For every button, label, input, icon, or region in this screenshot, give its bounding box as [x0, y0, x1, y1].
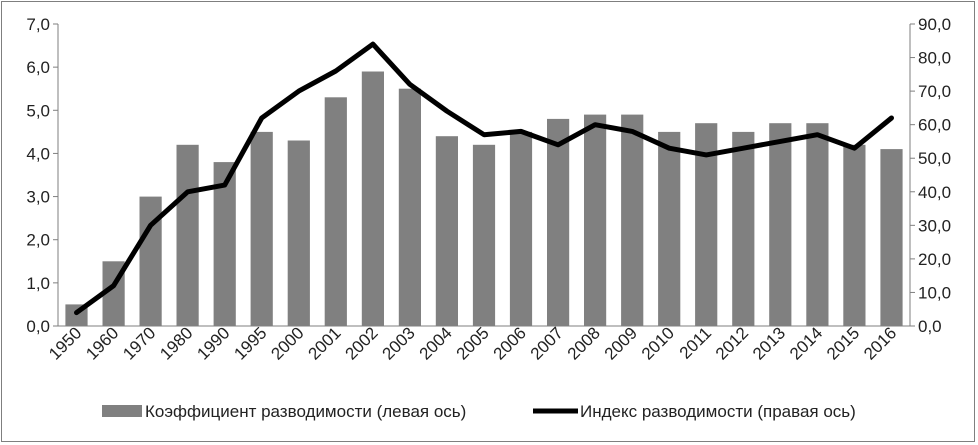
x-tick-label: 2001: [304, 323, 344, 363]
bar: [509, 131, 533, 326]
bar: [843, 144, 866, 326]
right-tick-label: 10,0: [918, 283, 951, 302]
x-tick-label: 2007: [527, 323, 567, 363]
legend: Коэффициент разводимости (левая ось) Инд…: [102, 402, 856, 421]
left-tick-label: 6,0: [26, 58, 50, 77]
bar: [658, 131, 681, 326]
legend-bar-label: Коэффициент разводимости (левая ось): [145, 402, 466, 421]
x-tick-label: 1960: [82, 323, 122, 363]
x-tick-label: 2010: [638, 323, 678, 363]
right-tick-label: 20,0: [918, 250, 951, 269]
left-tick-label: 3,0: [26, 188, 50, 207]
bars-layer: [65, 71, 903, 327]
x-axis-ticks: 1950196019701980199019952000200120022003…: [45, 323, 900, 363]
x-tick-label: 1990: [193, 323, 233, 363]
x-tick-label: 2003: [379, 323, 419, 363]
left-tick-label: 4,0: [26, 144, 50, 163]
x-tick-label: 1950: [45, 323, 85, 363]
right-tick-label: 30,0: [918, 216, 951, 235]
x-tick-label: 2013: [749, 323, 789, 363]
x-tick-label: 2012: [712, 323, 752, 363]
bar: [621, 114, 644, 326]
bar: [695, 123, 718, 326]
legend-line-label: Индекс разводимости (правая ось): [580, 402, 856, 421]
left-tick-label: 1,0: [26, 274, 50, 293]
left-tick-label: 2,0: [26, 231, 50, 250]
x-tick-label: 2011: [676, 323, 715, 362]
bar: [250, 131, 273, 326]
bar: [176, 144, 199, 326]
line-layer: [74, 41, 894, 316]
bar: [547, 118, 570, 327]
right-tick-label: 80,0: [918, 49, 951, 68]
bar: [435, 136, 458, 326]
right-tick-label: 50,0: [918, 149, 951, 168]
right-tick-label: 70,0: [918, 82, 951, 101]
x-tick-label: 2000: [267, 323, 307, 363]
right-tick-label: 90,0: [918, 15, 951, 34]
right-tick-label: 60,0: [918, 116, 951, 135]
bar: [213, 162, 236, 326]
x-tick-label: 2005: [453, 323, 493, 363]
right-axis-ticks: 0,0 10,0 20,0 30,0 40,0 50,0 60,0 70,0 80,0 90,0: [918, 15, 951, 336]
x-tick-label: 2002: [342, 323, 382, 363]
bar: [806, 123, 829, 326]
left-axis-ticks: 0,0 1,0 2,0 3,0 4,0 5,0 6,0 7,0: [26, 15, 50, 336]
bar: [361, 71, 384, 326]
left-tick-label: 5,0: [26, 101, 50, 120]
x-tick-label: 1995: [230, 323, 270, 363]
bar: [472, 144, 496, 326]
x-tick-label: 1980: [156, 323, 196, 363]
x-tick-label: 2014: [786, 323, 826, 363]
legend-bar-swatch: [102, 405, 142, 417]
left-tick-label: 7,0: [26, 15, 50, 34]
x-tick-label: 2016: [860, 323, 900, 363]
x-tick-label: 2015: [823, 323, 863, 363]
bar: [769, 123, 792, 326]
bar: [287, 140, 310, 326]
bar: [139, 196, 162, 326]
x-tick-label: 2006: [490, 323, 530, 363]
right-tick-label: 40,0: [918, 183, 951, 202]
x-tick-label: 2004: [416, 323, 456, 363]
x-tick-label: 1970: [119, 323, 159, 363]
left-tick-label: 0,0: [26, 317, 50, 336]
bar: [324, 97, 347, 326]
x-tick-label: 2008: [564, 323, 604, 363]
bar: [398, 88, 421, 326]
x-tick-label: 2009: [601, 323, 641, 363]
axes-layer: [53, 23, 915, 327]
bar: [880, 149, 903, 326]
right-tick-label: 0,0: [918, 317, 942, 336]
bar: [584, 114, 607, 326]
bar: [732, 131, 755, 326]
index-line: [74, 41, 894, 316]
